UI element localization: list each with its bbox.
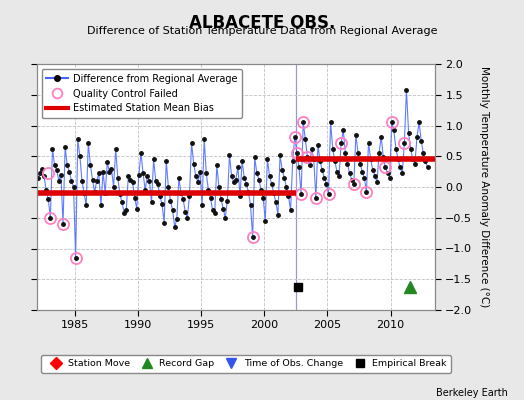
Legend: Difference from Regional Average, Quality Control Failed, Estimated Station Mean: Difference from Regional Average, Qualit… xyxy=(41,69,242,118)
Y-axis label: Monthly Temperature Anomaly Difference (°C): Monthly Temperature Anomaly Difference (… xyxy=(479,66,489,308)
Text: Difference of Station Temperature Data from Regional Average: Difference of Station Temperature Data f… xyxy=(87,26,437,36)
Legend: Station Move, Record Gap, Time of Obs. Change, Empirical Break: Station Move, Record Gap, Time of Obs. C… xyxy=(41,355,451,373)
Text: ALBACETE OBS.: ALBACETE OBS. xyxy=(189,14,335,32)
Text: Berkeley Earth: Berkeley Earth xyxy=(436,388,508,398)
